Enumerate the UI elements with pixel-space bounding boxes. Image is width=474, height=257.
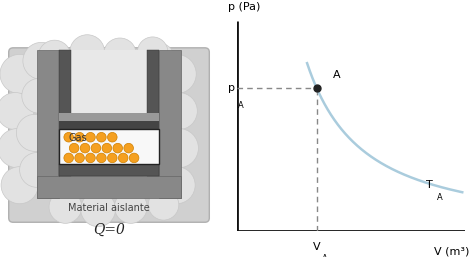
Circle shape (86, 153, 95, 163)
Circle shape (23, 42, 60, 79)
Circle shape (118, 153, 128, 163)
Circle shape (160, 93, 197, 130)
Circle shape (104, 38, 137, 71)
Circle shape (137, 37, 168, 67)
Text: Q=0: Q=0 (93, 223, 125, 237)
Bar (37, 177, 181, 198)
Circle shape (113, 143, 123, 153)
Circle shape (97, 132, 106, 142)
Circle shape (157, 54, 196, 94)
Text: A: A (437, 193, 443, 202)
Circle shape (1, 167, 38, 204)
Bar (59, 50, 71, 177)
Circle shape (108, 132, 117, 142)
Circle shape (124, 143, 134, 153)
Circle shape (80, 143, 90, 153)
Text: Material aislante: Material aislante (68, 203, 150, 213)
Circle shape (81, 192, 116, 227)
Bar (159, 50, 181, 198)
Circle shape (22, 78, 57, 113)
Circle shape (49, 191, 82, 223)
FancyBboxPatch shape (9, 48, 210, 222)
Circle shape (91, 143, 101, 153)
Circle shape (129, 153, 139, 163)
Circle shape (64, 132, 73, 142)
Bar (59, 50, 159, 177)
Text: Gas: Gas (69, 133, 87, 143)
Text: V (m³): V (m³) (434, 246, 469, 256)
Text: A: A (333, 70, 340, 80)
Circle shape (0, 54, 39, 94)
Text: p: p (228, 83, 235, 93)
Circle shape (86, 132, 95, 142)
Circle shape (115, 191, 147, 223)
Text: p (Pa): p (Pa) (228, 2, 260, 12)
Circle shape (64, 153, 73, 163)
Bar (59, 113, 159, 121)
Circle shape (102, 143, 112, 153)
Circle shape (108, 153, 117, 163)
Circle shape (0, 128, 37, 168)
Text: A: A (238, 101, 244, 110)
Circle shape (158, 167, 195, 204)
Circle shape (97, 153, 106, 163)
Text: A: A (322, 254, 328, 257)
Circle shape (148, 190, 179, 220)
Circle shape (75, 132, 84, 142)
Circle shape (69, 143, 79, 153)
Bar (147, 50, 159, 177)
Circle shape (38, 40, 71, 73)
Text: T: T (426, 180, 433, 190)
Bar (59, 164, 159, 177)
Circle shape (159, 128, 199, 168)
Circle shape (75, 153, 84, 163)
Circle shape (0, 93, 34, 130)
Bar (59, 129, 159, 164)
Circle shape (70, 35, 105, 70)
Bar (59, 121, 159, 129)
Circle shape (142, 152, 177, 187)
Text: V: V (313, 242, 320, 252)
Circle shape (138, 114, 175, 151)
Circle shape (137, 78, 172, 113)
Circle shape (16, 114, 54, 151)
Circle shape (19, 152, 55, 187)
Bar (37, 50, 59, 198)
Bar (59, 129, 159, 164)
Circle shape (138, 42, 175, 79)
